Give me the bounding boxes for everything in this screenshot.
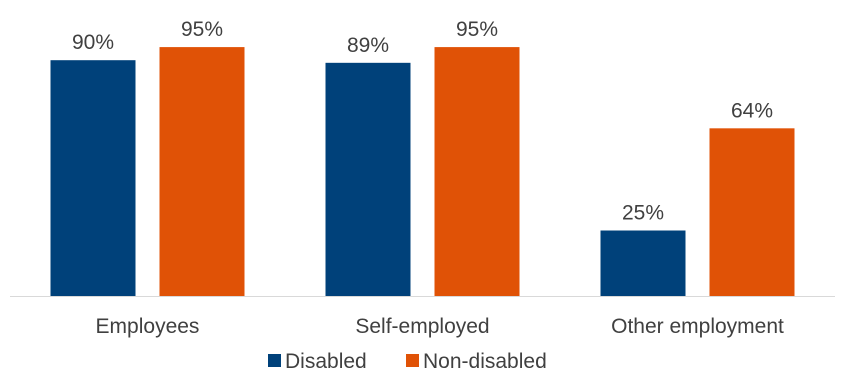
category-tick-labels: Employees Self-employed Other employment [96, 315, 784, 338]
legend-label-non-disabled: Non-disabled [423, 350, 547, 373]
value-label-non-disabled-other-employment: 64% [731, 99, 773, 122]
legend-label-disabled: Disabled [285, 350, 367, 373]
bar-non-disabled-other-employment [709, 128, 795, 296]
bar-disabled-employees [50, 60, 136, 297]
value-label-non-disabled-self-employed: 95% [456, 18, 498, 41]
bar-non-disabled-self-employed [434, 47, 520, 296]
legend-swatch-non-disabled [406, 354, 419, 367]
bars [50, 47, 795, 297]
value-labels: 90% 95% 89% 95% 25% 64% [72, 18, 773, 224]
tick-label-employees: Employees [96, 315, 200, 338]
bar-disabled-self-employed [325, 62, 411, 296]
tick-label-other-employment: Other employment [611, 315, 784, 338]
tick-label-self-employed: Self-employed [355, 315, 489, 338]
value-label-disabled-other-employment: 25% [622, 202, 664, 225]
bar-non-disabled-employees [159, 47, 245, 296]
legend-swatch-disabled [268, 354, 281, 367]
legend: Disabled Non-disabled [268, 350, 547, 373]
value-label-disabled-employees: 90% [72, 31, 114, 54]
value-label-disabled-self-employed: 89% [347, 34, 389, 57]
bar-disabled-other-employment [600, 230, 686, 296]
value-label-non-disabled-employees: 95% [181, 18, 223, 41]
